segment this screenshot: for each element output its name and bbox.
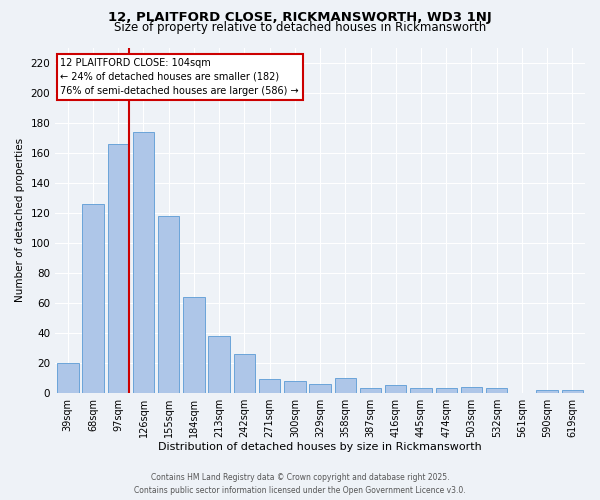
- Bar: [486, 388, 508, 392]
- Bar: [284, 380, 305, 392]
- Bar: [57, 362, 79, 392]
- Text: 12 PLAITFORD CLOSE: 104sqm
← 24% of detached houses are smaller (182)
76% of sem: 12 PLAITFORD CLOSE: 104sqm ← 24% of deta…: [61, 58, 299, 96]
- Text: Size of property relative to detached houses in Rickmansworth: Size of property relative to detached ho…: [114, 21, 486, 34]
- Bar: [183, 296, 205, 392]
- Bar: [233, 354, 255, 393]
- Bar: [385, 385, 406, 392]
- Bar: [360, 388, 381, 392]
- Bar: [410, 388, 432, 392]
- Bar: [562, 390, 583, 392]
- Bar: [82, 204, 104, 392]
- Bar: [436, 388, 457, 392]
- Bar: [536, 390, 558, 392]
- Bar: [335, 378, 356, 392]
- Bar: [133, 132, 154, 392]
- Text: 12, PLAITFORD CLOSE, RICKMANSWORTH, WD3 1NJ: 12, PLAITFORD CLOSE, RICKMANSWORTH, WD3 …: [108, 11, 492, 24]
- Text: Contains HM Land Registry data © Crown copyright and database right 2025.
Contai: Contains HM Land Registry data © Crown c…: [134, 474, 466, 495]
- Bar: [259, 379, 280, 392]
- Bar: [310, 384, 331, 392]
- Bar: [107, 144, 129, 392]
- Bar: [208, 336, 230, 392]
- Y-axis label: Number of detached properties: Number of detached properties: [15, 138, 25, 302]
- Bar: [461, 386, 482, 392]
- Bar: [158, 216, 179, 392]
- X-axis label: Distribution of detached houses by size in Rickmansworth: Distribution of detached houses by size …: [158, 442, 482, 452]
